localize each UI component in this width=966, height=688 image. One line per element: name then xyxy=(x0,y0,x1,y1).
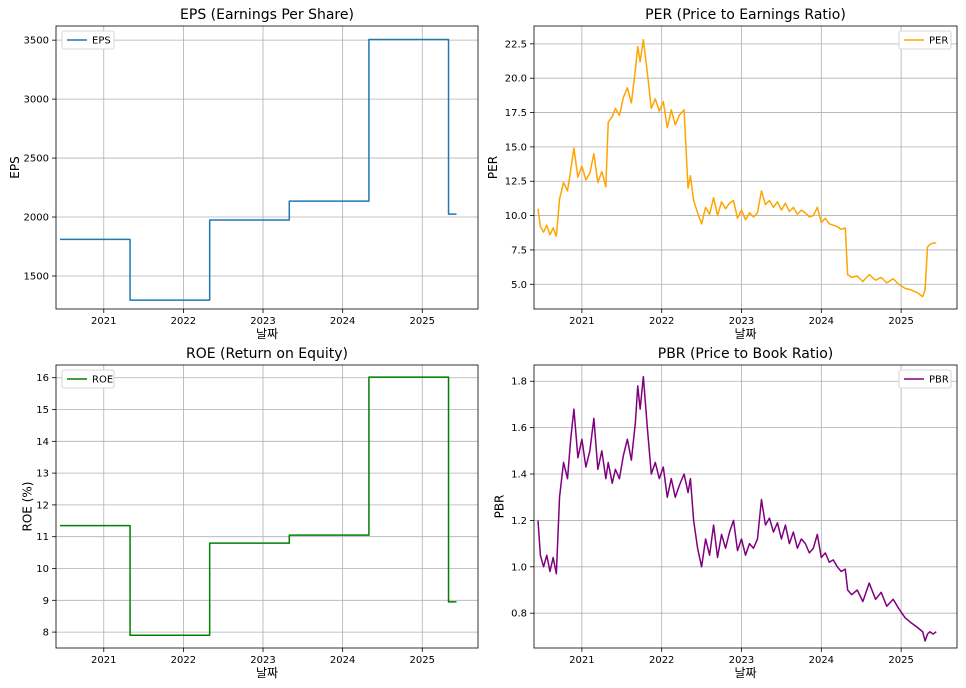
roe-series-line xyxy=(59,376,457,637)
eps-axes-frame xyxy=(55,25,479,310)
roe-ytick-label: 8 xyxy=(43,628,49,639)
per-ytick-label: 22.5 xyxy=(505,39,527,50)
roe-ytick-label: 11 xyxy=(36,532,49,543)
eps-xtick-label: 2022 xyxy=(171,316,196,327)
roe-ytick-label: 9 xyxy=(43,596,49,607)
pbr-axes-frame xyxy=(533,364,958,649)
per-legend: PER xyxy=(898,30,952,50)
pbr-series-line xyxy=(537,375,937,642)
roe-title: ROE (Return on Equity) xyxy=(186,346,348,362)
per-chart: 2021 2022 2023 2024 2025 5.0 7.5 10.0 12.5 15.0 17… xyxy=(486,7,958,341)
pbr-xtick-label: 2023 xyxy=(729,655,754,666)
pbr-xtick-label: 2022 xyxy=(649,655,674,666)
per-xtick-label: 2025 xyxy=(888,316,913,327)
eps-ytick-label: 3500 xyxy=(24,36,49,47)
roe-axes-frame xyxy=(55,364,479,649)
pbr-ytick-label: 0.8 xyxy=(511,609,527,620)
per-series-line xyxy=(537,38,937,298)
roe-xtick-label: 2021 xyxy=(91,655,116,666)
per-ytick-label: 17.5 xyxy=(505,108,527,119)
roe-xtick-label: 2024 xyxy=(330,655,355,666)
pbr-plot-area xyxy=(534,365,957,648)
pbr-xtick-label: 2025 xyxy=(888,655,913,666)
eps-ytick-label: 1500 xyxy=(24,271,49,282)
roe-ytick-label: 15 xyxy=(36,405,49,416)
eps-legend-box xyxy=(61,30,115,50)
eps-ytick-label: 3000 xyxy=(24,95,49,106)
eps-plot-area xyxy=(56,26,478,309)
pbr-title: PBR (Price to Book Ratio) xyxy=(658,346,834,362)
pbr-xtick-label: 2021 xyxy=(569,655,594,666)
pbr-legend: PBR xyxy=(898,369,952,389)
roe-xtick-label: 2023 xyxy=(250,655,275,666)
per-axes-frame xyxy=(533,25,958,310)
roe-legend: ROE xyxy=(61,369,115,389)
per-title: PER (Price to Earnings Ratio) xyxy=(645,7,846,23)
pbr-ytick-label: 1.0 xyxy=(511,562,527,573)
roe-ytick-label: 12 xyxy=(36,500,49,511)
roe-chart: 2021 2022 2023 2024 2025 8 9 10 11 12 13 14 15 16 ROE … xyxy=(21,346,479,680)
eps-xtick-label: 2025 xyxy=(410,316,435,327)
roe-legend-box xyxy=(61,369,115,389)
roe-xtick-label: 2022 xyxy=(171,655,196,666)
per-legend-box xyxy=(898,30,952,50)
roe-ytick-label: 16 xyxy=(36,373,49,384)
pbr-ytick-label: 1.4 xyxy=(511,470,527,481)
eps-chart: 2021 2022 2023 2024 2025 1500 2000 2500 3000 3500… xyxy=(8,7,479,341)
eps-xtick-label: 2024 xyxy=(330,316,355,327)
per-ytick-label: 15.0 xyxy=(505,142,527,153)
per-xlabel: 날짜 xyxy=(734,327,756,341)
per-xtick-label: 2023 xyxy=(729,316,754,327)
eps-xlabel: 날짜 xyxy=(256,327,278,341)
eps-legend: EPS xyxy=(61,30,115,50)
roe-ytick-label: 10 xyxy=(36,564,49,575)
pbr-xtick-label: 2024 xyxy=(809,655,834,666)
per-ylabel: PER xyxy=(486,156,500,179)
eps-series-line xyxy=(59,38,457,301)
eps-ylabel: EPS xyxy=(8,156,22,178)
eps-xtick-label: 2023 xyxy=(250,316,275,327)
eps-ytick-label: 2500 xyxy=(24,154,49,165)
pbr-chart: 2021 2022 2023 2024 2025 0.8 1.0 1.2 1.4 1.6 1.8 PB… xyxy=(492,346,958,680)
roe-ytick-label: 13 xyxy=(36,469,49,480)
eps-legend-label: EPS xyxy=(92,36,111,47)
roe-ylabel: ROE (%) xyxy=(21,482,35,532)
pbr-ylabel: PBR xyxy=(492,495,506,519)
roe-xtick-label: 2025 xyxy=(410,655,435,666)
pbr-legend-label: PBR xyxy=(929,375,949,386)
per-ytick-label: 10.0 xyxy=(505,211,527,222)
eps-ytick-label: 2000 xyxy=(24,213,49,224)
eps-title: EPS (Earnings Per Share) xyxy=(180,7,354,23)
per-xtick-label: 2024 xyxy=(809,316,834,327)
pbr-xlabel: 날짜 xyxy=(734,666,756,680)
eps-xtick-label: 2021 xyxy=(91,316,116,327)
per-ytick-label: 12.5 xyxy=(505,177,527,188)
per-ytick-label: 20.0 xyxy=(505,74,527,85)
pbr-ytick-label: 1.8 xyxy=(511,377,527,388)
per-xtick-label: 2022 xyxy=(649,316,674,327)
per-xtick-label: 2021 xyxy=(569,316,594,327)
roe-xlabel: 날짜 xyxy=(256,666,278,680)
per-ytick-label: 5.0 xyxy=(511,280,527,291)
pbr-legend-box xyxy=(898,369,952,389)
pbr-ytick-label: 1.6 xyxy=(511,423,527,434)
per-plot-area xyxy=(534,26,957,309)
roe-legend-label: ROE xyxy=(92,375,113,386)
roe-ytick-label: 14 xyxy=(36,437,49,448)
per-ytick-label: 7.5 xyxy=(511,245,527,256)
pbr-ytick-label: 1.2 xyxy=(511,516,527,527)
per-legend-label: PER xyxy=(929,36,948,47)
roe-plot-area xyxy=(56,365,478,648)
